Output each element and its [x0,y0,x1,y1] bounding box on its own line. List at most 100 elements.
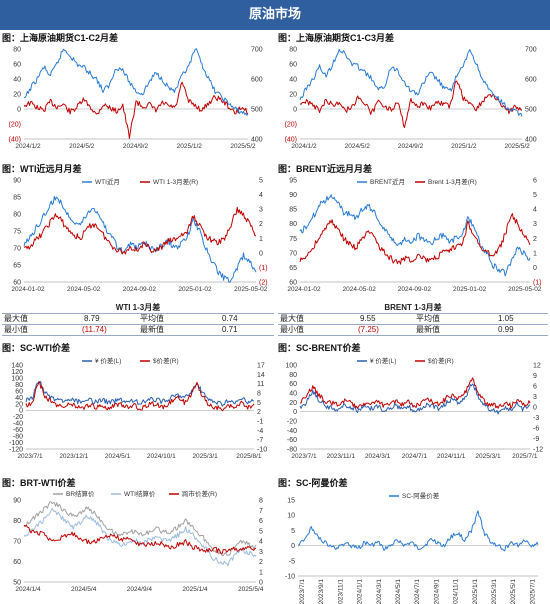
right-tick-label: -10 [257,447,267,454]
x-tick-label: 2025-05-02 [508,286,542,293]
right-tick-label: -1 [257,419,263,426]
right-tick-label: 3 [259,207,263,214]
series-line [299,194,531,277]
stat-value: 8.79 [84,314,100,323]
chart-svg: 15 10 5 0 -5 -10 2023/7/1 2023/9/1 2023/11/1 2024… [285,491,539,604]
right-tick-label: 0 [533,405,537,412]
right-tick-label: -12 [533,447,543,454]
stat-label: 最小值 [280,325,304,334]
left-tick-label: 50 [13,580,21,587]
x-tick-label: 2025/1/2 [451,143,477,150]
left-tick-label: 60 [13,280,21,287]
right-tick-label: 1 [533,250,537,257]
stats-table-brent: BRENT 1-3月差 最大值 9.55 平均值 1.05 最小值 (7.25)… [278,302,548,336]
left-tick-label: 0 [17,107,21,114]
chart-panel-brt-wti: 图：BRT-WTI价差 90 80 70 60 50 8 7 6 5 4 3 2 1 0 2024/1/4 2… [2,476,274,602]
chart-panel-sc-oman: 图：SC-阿曼价差 15 10 5 0 -5 -10 2023/7/1 2023/9/1 202… [278,476,548,604]
left-tick-label: 80 [289,47,297,54]
right-tick-label: 2 [257,409,261,416]
left-tick-label: 80 [13,212,21,219]
chart-title: 图：WTI近远月月差 [2,164,82,174]
series-line [23,81,249,139]
right-tick-label: 3 [533,394,537,401]
left-tick-label: 20 [13,92,21,99]
left-tick-label: 10 [287,513,295,520]
x-tick-label: 2025/5/4 [238,586,264,593]
left-tick-label: 40 [289,391,297,398]
right-tick-label: -7 [257,437,263,444]
stats-row: 最大值 8.79 平均值 0.74 [2,313,274,324]
left-tick-label: -20 [13,414,23,421]
left-tick-label: -100 [9,440,23,447]
x-tick-label: 2024-05-02 [67,286,101,293]
left-tick-label: 70 [13,246,21,253]
stat-label: 最新值 [140,325,164,334]
series-line [23,206,256,255]
series-line [299,80,523,128]
x-tick-label: 2024/9/2 [398,143,424,150]
left-tick-label: 80 [13,518,21,525]
left-tick-label: 100 [285,363,297,370]
stat-value: 0.99 [498,325,514,334]
right-tick-label: 500 [251,107,263,114]
left-tick-label: 90 [289,192,297,199]
x-tick-label: 2023/9/1 [318,579,325,604]
left-tick-label: 90 [13,178,21,185]
stat-label: 平均值 [416,314,440,323]
right-tick-label: 0 [259,250,263,257]
right-tick-label: 3 [259,549,263,556]
right-tick-label: 4 [533,207,537,214]
x-tick-label: 2025/5/1 [510,579,517,604]
left-tick-label: 0 [291,543,295,550]
right-tick-label: 3 [533,221,537,228]
stat-label: 最小值 [4,325,28,334]
right-tick-label: 1 [259,569,263,576]
left-tick-label: 60 [289,62,297,69]
series-line [25,381,255,412]
chart-svg: 80 60 40 20 0 (20) (40) 700 600 500 400 2024/1/2 202… [285,47,537,151]
legend-label: BRENT近月 [370,177,405,186]
x-tick-label: 2025/7/1 [512,453,538,460]
left-tick-label: -20 [287,419,297,426]
x-tick-label: 2025-01-02 [453,286,487,293]
left-tick-label: 95 [289,178,297,185]
legend-label: WTI近月 [95,177,120,186]
left-tick-label: -40 [287,428,297,435]
right-tick-label: 600 [251,77,263,84]
x-tick-label: 2024/7/1 [414,579,421,604]
left-tick-label: 0 [293,107,297,114]
legend-label: WTI结算价 [124,489,156,498]
x-tick-label: 2024/5/4 [71,586,97,593]
x-tick-label: 2024-09-02 [123,286,157,293]
left-tick-label: -5 [289,558,295,565]
right-tick-label: 0 [259,580,263,587]
series-line [23,48,249,116]
x-tick-label: 2023/7/1 [299,579,306,604]
x-tick-label: 2023/12/1 [59,453,88,460]
stat-value: 0.71 [222,325,238,334]
left-tick-label: 60 [13,62,21,69]
left-tick-label: 80 [289,372,297,379]
series-line [300,377,531,409]
left-tick-label: 5 [291,528,295,535]
legend-label: ¥ 价差(L) [95,356,121,365]
x-tick-label: 2025/5/2 [504,143,530,150]
x-tick-label: 2024/5/1 [105,453,131,460]
chart-title: 图：BRENT近远月月差 [278,164,372,174]
right-tick-label: 4 [259,539,263,546]
left-tick-label: 70 [13,539,21,546]
left-tick-label: 60 [15,388,23,395]
chart-panel-sc-brent: 图：SC-BRENT价差 100 80 60 40 20 0 -20 -40 -60 -80 12 9… [278,341,548,471]
x-tick-label: 2024/9/1 [433,579,440,604]
x-tick-label: 2023/7/1 [17,453,43,460]
chart-title: 图：SC-BRENT价差 [278,343,361,353]
right-tick-label: 7 [259,508,263,515]
x-tick-label: 2024/11/1 [453,579,460,604]
left-tick-label: 80 [13,47,21,54]
left-tick-label: (40) [9,137,21,144]
chart-svg: 90 85 80 75 70 65 60 5 4 3 2 1 0 (1) (2) 2024-01-02 2024… [11,177,267,293]
right-tick-label: 14 [257,372,265,379]
left-tick-label: 40 [13,77,21,84]
x-tick-label: 2023/7/1 [291,453,317,460]
